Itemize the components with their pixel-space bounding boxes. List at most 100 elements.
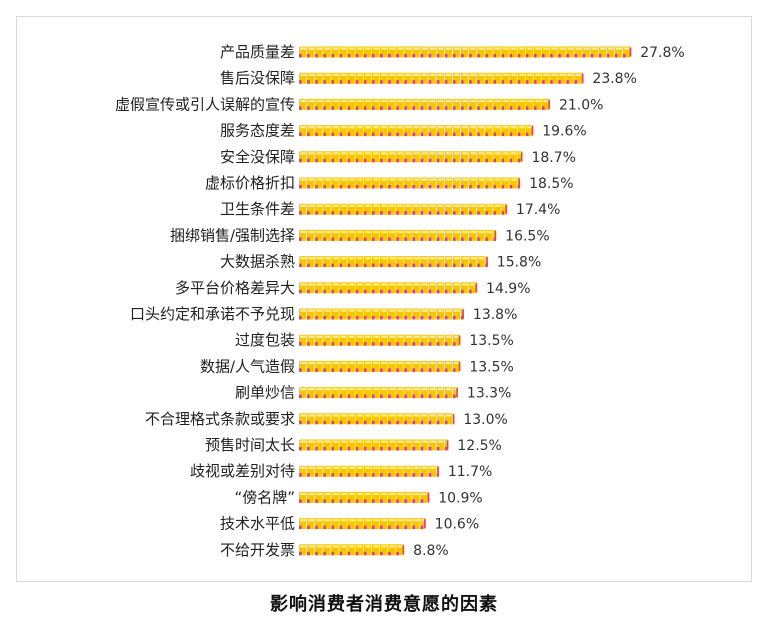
bar-segment-highlight — [348, 361, 355, 365]
bar-segment-highlight — [429, 178, 436, 181]
bar-segment-accent — [396, 237, 399, 241]
bar-segment-accent — [380, 237, 383, 241]
bar-segment-highlight — [365, 545, 371, 548]
bar-segment-gap — [468, 229, 470, 241]
bar-segment-highlight — [413, 309, 420, 312]
bar-segment-gap — [395, 256, 397, 268]
bar-segment-gap — [338, 518, 340, 530]
bar-segment-accent — [323, 237, 326, 241]
value-label: 13.8% — [473, 307, 517, 323]
bar-segment-accent — [315, 80, 318, 84]
bar-segment-accent — [533, 106, 537, 110]
bar-segment-highlight — [421, 335, 428, 338]
bar-segment-accent — [509, 158, 513, 163]
bar-segment-gap — [354, 46, 356, 58]
bar-segment-highlight — [405, 283, 411, 286]
bar-segment-highlight — [413, 204, 420, 207]
bar-segment-accent — [371, 473, 375, 477]
bar-segment-gap — [452, 282, 453, 294]
bar-segment-highlight — [405, 152, 411, 155]
bar-segment-accent — [339, 54, 343, 58]
bar-segment-highlight — [405, 335, 411, 338]
bar-segment-gap — [338, 439, 340, 451]
bar-segment-highlight — [324, 492, 330, 496]
bar-segment-accent — [436, 289, 440, 294]
bar-segment-accent — [380, 185, 383, 189]
bar-segment-accent — [363, 289, 367, 294]
bar-segment-gap — [500, 203, 502, 215]
bar-segment-accent — [363, 263, 367, 268]
bar-segment-accent — [331, 80, 334, 84]
bar-segment-gap — [452, 334, 453, 346]
bar-segment-highlight — [300, 47, 306, 50]
bar-segment-gap — [330, 46, 332, 58]
bar-segment-highlight — [397, 414, 403, 417]
bar-segment-highlight — [446, 388, 452, 391]
bar-segment-gap — [346, 439, 348, 451]
bar-segment-accent — [452, 237, 456, 241]
bar-segment-highlight — [316, 230, 322, 234]
bar-segment-highlight — [316, 492, 322, 496]
bar-segment-gap — [306, 98, 308, 110]
bar-tip — [427, 492, 430, 502]
bar-segment-accent — [363, 211, 367, 215]
bar-segment-highlight — [324, 152, 330, 155]
bar-segment-highlight — [421, 492, 428, 496]
bar — [299, 229, 497, 241]
bar-segment-highlight — [332, 545, 339, 548]
bar-segment-highlight — [527, 99, 533, 103]
bar-segment-gap — [565, 72, 567, 84]
bar-segment-gap — [444, 282, 445, 294]
bar-segment-gap — [306, 125, 308, 137]
bar-segment-highlight — [478, 152, 484, 155]
bar-segment-highlight — [405, 204, 411, 207]
bar-segment-accent — [323, 289, 326, 294]
bar-segment-highlight — [527, 47, 533, 50]
bar-segment-accent — [331, 289, 334, 294]
bar-segment-highlight — [381, 283, 387, 286]
bar-segment-gap — [444, 98, 445, 110]
bar-segment-gap — [346, 151, 348, 163]
bar-segment-gap — [427, 413, 429, 425]
bar-segment-gap — [379, 125, 380, 137]
bar-segment-highlight — [332, 152, 339, 155]
bar-segment-gap — [541, 98, 542, 110]
bar-tip — [548, 99, 550, 109]
bar-segment-gap — [330, 518, 332, 530]
bar-segment-gap — [403, 72, 405, 84]
bar-segment-accent — [339, 237, 343, 241]
bar-segment-gap — [354, 491, 356, 503]
bar-segment-gap — [379, 203, 380, 215]
bar-segment-accent — [347, 263, 351, 268]
bar-segment-accent — [404, 106, 407, 110]
bar-segment-gap — [330, 203, 332, 215]
bar-segment-gap — [573, 46, 575, 58]
bar-segment-gap — [460, 72, 461, 84]
bar-segment-gap — [444, 72, 445, 84]
bar-segment-accent — [412, 158, 415, 163]
bar-segment-gap — [411, 413, 413, 425]
bar-segment-highlight — [308, 126, 314, 129]
bar-segment-highlight — [421, 309, 428, 312]
bar-segment-gap — [314, 518, 316, 530]
bar-tip — [518, 178, 521, 188]
bar-segment-gap — [476, 229, 478, 241]
bar-segment-accent — [452, 106, 456, 110]
bar-segment-accent — [461, 158, 464, 163]
bar-segment-highlight — [356, 466, 363, 469]
bar-segment-accent — [420, 499, 424, 503]
bar-segment-highlight — [381, 126, 387, 129]
bar-segment-highlight — [389, 47, 395, 50]
bar-segment-gap — [379, 256, 380, 268]
bar-segment-gap — [387, 334, 389, 346]
bar-segment-gap — [492, 98, 494, 110]
bar-segment-accent — [355, 54, 359, 58]
bar-segment-accent — [299, 342, 302, 346]
bar-segment-accent — [501, 54, 505, 58]
bar-segment-accent — [469, 211, 472, 215]
bar-segment-highlight — [413, 388, 420, 391]
bar-segment-accent — [307, 525, 310, 530]
bar-segment-highlight — [405, 440, 411, 443]
bar-segment-highlight — [332, 99, 339, 103]
bar-segment-highlight — [373, 73, 379, 76]
